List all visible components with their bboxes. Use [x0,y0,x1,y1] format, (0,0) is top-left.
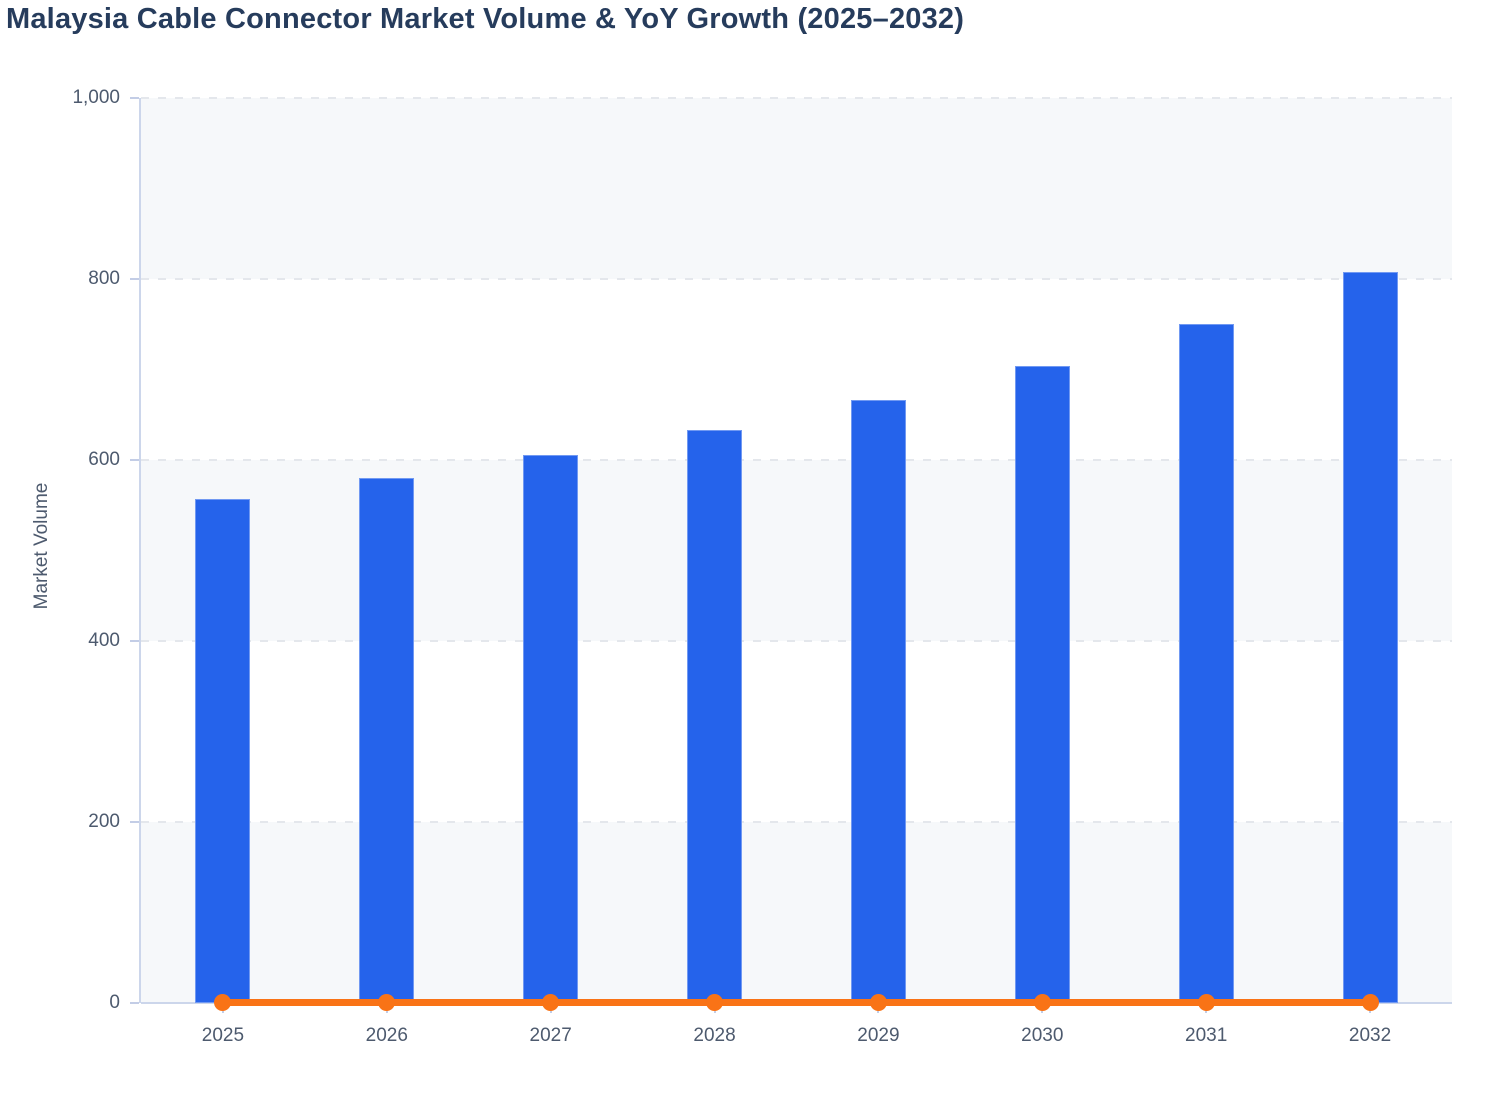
y-tick-label-200: 200 [88,811,120,832]
y-tick-label-0: 0 [109,992,120,1013]
yoy-growth-line[interactable] [222,999,1371,1006]
gridline-200 [141,821,1452,823]
y-tick-label-600: 600 [88,449,120,470]
yoy-marker-2026[interactable] [378,994,396,1011]
y-axis-tick-1000 [130,97,139,99]
yoy-marker-2030[interactable] [1033,994,1051,1011]
x-tick-label-2029: 2029 [857,1025,900,1046]
bar-2029[interactable] [850,400,906,1003]
x-tick-label-2028: 2028 [693,1025,736,1046]
yoy-marker-2031[interactable] [1197,994,1215,1011]
bar-2032[interactable] [1342,271,1398,1003]
x-tick-label-2027: 2027 [529,1025,572,1046]
plot-area [139,97,1452,1011]
yoy-marker-2029[interactable] [869,994,887,1011]
y-axis-line [139,98,141,1003]
yoy-marker-2025[interactable] [214,994,232,1011]
x-tick-label-2026: 2026 [365,1025,408,1046]
y-axis-tick-200 [130,821,139,823]
yoy-marker-2028[interactable] [706,994,724,1011]
x-tick-label-2025: 2025 [201,1025,245,1046]
y-axis-tick-400 [130,640,139,642]
y-tick-label-800: 800 [88,268,120,289]
bar-2028[interactable] [687,430,743,1003]
yoy-marker-2027[interactable] [542,994,560,1011]
bar-2031[interactable] [1178,324,1234,1003]
y-axis-title: Market Volume [31,482,52,610]
gridline-800 [141,278,1452,280]
y-tick-label-400: 400 [88,630,120,651]
bar-2030[interactable] [1014,365,1070,1003]
gridline-600 [141,459,1452,461]
y-tick-label-1000: 1,000 [72,87,120,108]
chart-title: Malaysia Cable Connector Market Volume &… [6,3,965,35]
yoy-marker-2032[interactable] [1361,994,1379,1011]
x-tick-label-2030: 2030 [1021,1025,1064,1046]
bar-2027[interactable] [523,455,579,1003]
x-tick-label-2031: 2031 [1185,1025,1228,1046]
y-axis-tick-800 [130,278,139,280]
gridline-1000 [141,97,1452,99]
y-axis-tick-0 [130,1002,139,1004]
bar-2025[interactable] [195,498,251,1003]
y-axis-tick-600 [130,459,139,461]
bar-2026[interactable] [359,478,415,1003]
gridline-400 [141,640,1452,642]
x-tick-label-2032: 2032 [1348,1025,1392,1046]
